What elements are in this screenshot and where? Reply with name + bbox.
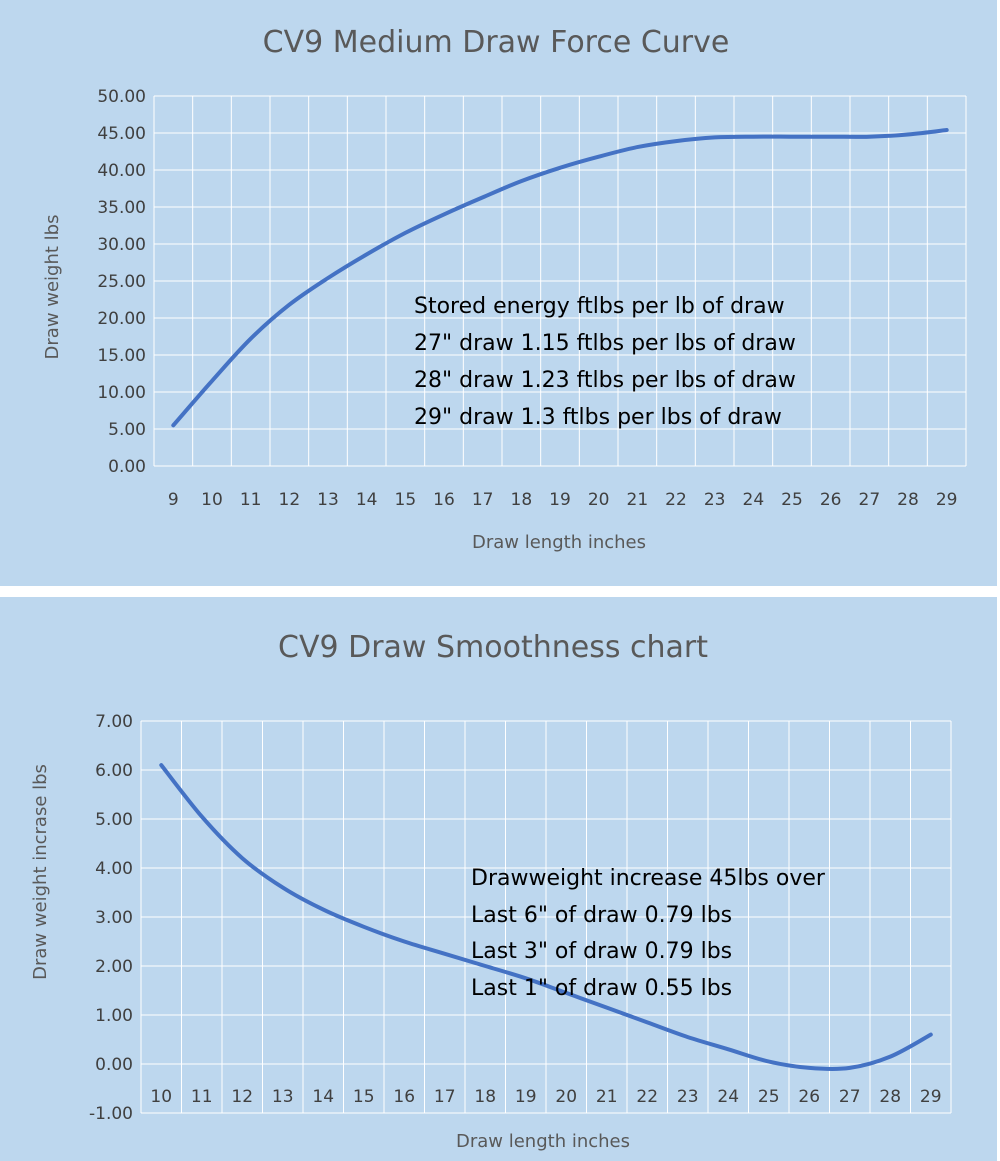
x-tick-label: 10 (201, 490, 223, 510)
x-tick-label: 19 (549, 490, 571, 510)
grid (140, 720, 952, 1114)
y-tick-labels: -1.00 0.00 1.00 2.00 3.00 4.00 5.00 6.00 7.00 (89, 712, 133, 1124)
annotation-line: Last 3" of draw 0.79 lbs (471, 939, 732, 964)
annotation-line: Drawweight increase 45lbs over (471, 866, 826, 891)
y-tick-label: -1.00 (89, 1104, 133, 1124)
y-axis-title: Draw weight incrase lbs (30, 764, 51, 980)
x-tick-label: 16 (393, 1087, 415, 1107)
x-tick-label: 23 (677, 1087, 699, 1107)
y-tick-label: 0.00 (108, 457, 146, 477)
x-tick-label: 21 (596, 1087, 618, 1107)
annotation-line: Stored energy ftlbs per lb of draw (414, 294, 785, 319)
x-tick-label: 20 (555, 1087, 577, 1107)
x-tick-label: 10 (150, 1087, 172, 1107)
smoothness-svg: CV9 Draw Smoothness chart -1.00 0.00 1.00 2… (30, 630, 952, 1152)
force-curve-chart: CV9 Medium Draw Force Curve 0.00 5.00 10.0… (0, 0, 997, 586)
smoothness-chart: CV9 Draw Smoothness chart -1.00 0.00 1.00 2… (0, 597, 997, 1161)
y-tick-label: 15.00 (97, 346, 146, 366)
annotation-box: Drawweight increase 45lbs over Last 6" o… (471, 866, 826, 1001)
y-tick-label: 50.00 (97, 87, 146, 107)
series-line (171, 128, 949, 428)
x-tick-label: 29 (936, 490, 958, 510)
force-curve-svg: CV9 Medium Draw Force Curve 0.00 5.00 10.0… (42, 25, 967, 553)
x-tick-label: 18 (474, 1087, 496, 1107)
x-tick-label: 24 (717, 1087, 739, 1107)
y-tick-label: 1.00 (95, 1006, 133, 1026)
y-tick-label: 7.00 (95, 712, 133, 732)
annotation-line: 29" draw 1.3 ftlbs per lbs of draw (414, 405, 782, 430)
annotation-line: Last 6" of draw 0.79 lbs (471, 903, 732, 928)
x-tick-label: 28 (879, 1087, 901, 1107)
x-tick-label: 26 (820, 490, 842, 510)
x-tick-label: 14 (312, 1087, 334, 1107)
y-tick-labels: 0.00 5.00 10.00 15.00 20.00 25.00 30.00 35.00 40… (97, 87, 146, 477)
x-tick-label: 18 (511, 490, 533, 510)
x-tick-label: 15 (395, 490, 417, 510)
x-tick-label: 13 (317, 490, 339, 510)
y-tick-label: 10.00 (97, 383, 146, 403)
x-tick-label: 14 (356, 490, 378, 510)
x-tick-label: 13 (272, 1087, 294, 1107)
x-tick-label: 12 (231, 1087, 253, 1107)
y-tick-label: 35.00 (97, 198, 146, 218)
x-tick-label: 21 (627, 490, 649, 510)
x-tick-label: 29 (920, 1087, 942, 1107)
x-tick-label: 25 (781, 490, 803, 510)
x-tick-label: 11 (191, 1087, 213, 1107)
x-tick-label: 17 (472, 490, 494, 510)
x-axis-title: Draw length inches (472, 532, 646, 553)
y-tick-label: 2.00 (95, 957, 133, 977)
series-line-path (159, 763, 933, 1072)
y-tick-label: 45.00 (97, 124, 146, 144)
annotation-box: Stored energy ftlbs per lb of draw 27" d… (414, 294, 796, 430)
x-tick-label: 22 (665, 490, 687, 510)
y-tick-label: 5.00 (108, 420, 146, 440)
y-axis-title: Draw weight lbs (42, 215, 63, 360)
x-tick-label: 16 (433, 490, 455, 510)
x-tick-label: 9 (168, 490, 179, 510)
x-tick-label: 11 (240, 490, 262, 510)
series-line (159, 763, 933, 1072)
y-tick-label: 20.00 (97, 309, 146, 329)
x-tick-label: 22 (636, 1087, 658, 1107)
y-tick-label: 25.00 (97, 272, 146, 292)
x-tick-label: 12 (279, 490, 301, 510)
y-tick-label: 3.00 (95, 908, 133, 928)
y-tick-label: 40.00 (97, 161, 146, 181)
y-tick-label: 4.00 (95, 859, 133, 879)
x-tick-label: 24 (743, 490, 765, 510)
annotation-line: Last 1" of draw 0.55 lbs (471, 976, 732, 1001)
x-tick-labels: 9 10 11 12 13 14 15 16 17 18 19 20 21 22 23 24 25 26 27 28 2… (168, 490, 958, 510)
x-tick-label: 23 (704, 490, 726, 510)
annotation-line: 27" draw 1.15 ftlbs per lbs of draw (414, 331, 796, 356)
chart-title: CV9 Draw Smoothness chart (278, 630, 708, 665)
x-tick-label: 17 (434, 1087, 456, 1107)
x-tick-label: 15 (353, 1087, 375, 1107)
x-tick-label: 27 (839, 1087, 861, 1107)
x-tick-labels: 10 11 12 13 14 15 16 17 18 19 20 21 22 23 24 25 26 27 28 29 (150, 1087, 941, 1107)
y-tick-label: 5.00 (95, 810, 133, 830)
y-tick-label: 6.00 (95, 761, 133, 781)
series-line-path (171, 128, 949, 428)
x-tick-label: 19 (515, 1087, 537, 1107)
x-tick-label: 27 (859, 490, 881, 510)
annotation-line: 28" draw 1.23 ftlbs per lbs of draw (414, 368, 796, 393)
y-tick-label: 0.00 (95, 1055, 133, 1075)
x-axis-title: Draw length inches (456, 1131, 630, 1152)
x-tick-label: 28 (897, 490, 919, 510)
chart-title: CV9 Medium Draw Force Curve (263, 25, 730, 60)
y-tick-label: 30.00 (97, 235, 146, 255)
grid (153, 95, 967, 467)
x-tick-label: 25 (758, 1087, 780, 1107)
x-tick-label: 20 (588, 490, 610, 510)
x-tick-label: 26 (798, 1087, 820, 1107)
